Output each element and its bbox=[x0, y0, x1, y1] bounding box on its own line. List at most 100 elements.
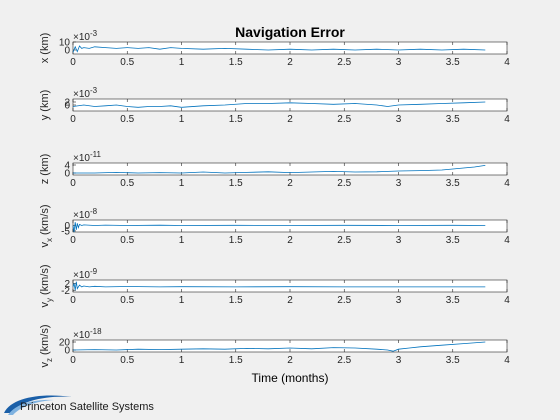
y-tick-label: 0 bbox=[64, 101, 70, 112]
exponent-power: -8 bbox=[90, 207, 98, 216]
x-tick-label: 1 bbox=[179, 235, 185, 246]
x-tick-label: 3 bbox=[396, 57, 402, 68]
subplot-2: 0 0.5 1 1.5 2 2.5 3 3.5 420×10-3y (km) bbox=[39, 86, 510, 125]
x-tick-label: 0 bbox=[70, 57, 76, 68]
x-tick-label: 2 bbox=[287, 114, 293, 125]
x-tick-label: 1 bbox=[179, 114, 185, 125]
x-tick-label: 2 bbox=[287, 178, 293, 189]
exponent-base: ×10 bbox=[73, 210, 90, 221]
x-tick-label: 1.5 bbox=[229, 355, 243, 366]
y-axis-label-unit: (km/s) bbox=[39, 264, 51, 298]
y-axis-label-unit: (km) bbox=[39, 90, 51, 115]
x-tick-label: 3.5 bbox=[446, 57, 460, 68]
x-tick-label: 0 bbox=[70, 178, 76, 189]
y-axis-label: z (km) bbox=[39, 154, 51, 185]
exponent-power: -9 bbox=[90, 267, 98, 276]
y-axis-label-main: y bbox=[39, 114, 51, 120]
x-tick-label: 2 bbox=[287, 57, 293, 68]
exponent-power: -3 bbox=[90, 86, 98, 95]
x-tick-label: 0.5 bbox=[120, 355, 134, 366]
exponent-base: ×10 bbox=[73, 89, 90, 100]
y-axis-label-main: v bbox=[39, 362, 51, 368]
exponent-base: ×10 bbox=[73, 32, 90, 43]
series-line-1 bbox=[73, 165, 486, 174]
x-tick-label: 1.5 bbox=[229, 57, 243, 68]
x-tick-label: 3.5 bbox=[446, 235, 460, 246]
y-exponent-label: ×10-3 bbox=[73, 86, 98, 100]
x-tick-label: 2 bbox=[287, 235, 293, 246]
y-axis-label: y (km) bbox=[39, 90, 51, 121]
company-name: Princeton Satellite Systems bbox=[20, 401, 154, 413]
exponent-base: ×10 bbox=[73, 153, 90, 164]
x-tick-label: 1.5 bbox=[229, 235, 243, 246]
x-tick-label: 4 bbox=[504, 114, 510, 125]
x-tick-label: 2.5 bbox=[337, 57, 351, 68]
x-tick-label: 3.5 bbox=[446, 178, 460, 189]
y-tick-label: 0 bbox=[64, 169, 70, 180]
x-tick-label: 3 bbox=[396, 178, 402, 189]
y-axis-label-unit: (km/s) bbox=[39, 204, 51, 238]
x-tick-label: 1.5 bbox=[229, 295, 243, 306]
y-exponent-label: ×10-9 bbox=[73, 267, 98, 281]
exponent-power: -18 bbox=[90, 327, 102, 336]
y-axis-label-main: v bbox=[39, 242, 51, 248]
series-line-1 bbox=[72, 101, 486, 108]
chart-title: Navigation Error bbox=[235, 24, 345, 40]
y-axis-label: vy (km/s) bbox=[39, 264, 54, 307]
x-tick-label: 2.5 bbox=[337, 114, 351, 125]
x-tick-label: 2.5 bbox=[337, 295, 351, 306]
series-line-1 bbox=[72, 341, 486, 352]
y-axis-label-main: x bbox=[39, 57, 51, 63]
x-tick-label: 0 bbox=[70, 114, 76, 125]
x-axis-label: Time (months) bbox=[252, 371, 329, 385]
x-tick-label: 0 bbox=[70, 235, 76, 246]
x-tick-label: 3 bbox=[396, 295, 402, 306]
y-axis-label-unit: (km) bbox=[39, 154, 51, 179]
subplot-3: 0 0.5 1 1.5 2 2.5 3 3.5 440×10-11z (km) bbox=[39, 150, 510, 189]
y-axis-label-subscript: y bbox=[45, 298, 54, 302]
x-tick-label: 0.5 bbox=[120, 178, 134, 189]
x-tick-label: 0.5 bbox=[120, 57, 134, 68]
y-tick-label: 2 bbox=[64, 98, 70, 109]
x-tick-label: 3 bbox=[396, 114, 402, 125]
y-exponent-label: ×10-8 bbox=[73, 207, 98, 221]
y-tick-label: 0 bbox=[64, 46, 70, 57]
x-tick-label: 0.5 bbox=[120, 235, 134, 246]
series-line-1 bbox=[72, 45, 486, 53]
x-tick-label: 1.5 bbox=[229, 178, 243, 189]
y-axis-label-subscript: x bbox=[45, 238, 54, 242]
y-axis-label: x (km) bbox=[39, 33, 51, 64]
x-tick-label: 4 bbox=[504, 295, 510, 306]
y-tick-label: 2 bbox=[64, 279, 70, 290]
x-tick-label: 3 bbox=[396, 235, 402, 246]
y-axis-label-subscript: z bbox=[45, 358, 54, 362]
x-tick-label: 1 bbox=[179, 178, 185, 189]
y-exponent-label: ×10-18 bbox=[73, 327, 102, 341]
y-axis-label: vx (km/s) bbox=[39, 204, 54, 247]
x-tick-label: 1 bbox=[179, 355, 185, 366]
x-tick-label: 4 bbox=[504, 355, 510, 366]
y-tick-label: 0 bbox=[64, 221, 70, 232]
x-tick-label: 2 bbox=[287, 295, 293, 306]
subplot-4: 0 0.5 1 1.5 2 2.5 3 3.5 4 0-5×10-8 vx (km/s) bbox=[39, 204, 510, 247]
exponent-base: ×10 bbox=[73, 270, 90, 281]
x-tick-label: 3 bbox=[396, 355, 402, 366]
y-tick-label: 4 bbox=[64, 161, 70, 172]
y-axis-label-unit: (km) bbox=[39, 33, 51, 58]
y-axis-label-unit: (km/s) bbox=[39, 324, 51, 358]
x-tick-label: 4 bbox=[504, 178, 510, 189]
x-tick-label: 3.5 bbox=[446, 295, 460, 306]
exponent-base: ×10 bbox=[73, 330, 90, 341]
x-tick-label: 2 bbox=[287, 355, 293, 366]
x-tick-label: 2.5 bbox=[337, 178, 351, 189]
x-tick-label: 0.5 bbox=[120, 114, 134, 125]
x-tick-label: 4 bbox=[504, 57, 510, 68]
x-tick-label: 1.5 bbox=[229, 114, 243, 125]
subplot-5: 0 0.5 1 1.5 2 2.5 3 3.5 42-2×10-9vy (km/s) bbox=[39, 264, 510, 307]
x-tick-label: 0.5 bbox=[120, 295, 134, 306]
y-axis-label-main: z bbox=[39, 179, 51, 185]
series-line-1 bbox=[72, 222, 486, 233]
x-tick-label: 3.5 bbox=[446, 355, 460, 366]
